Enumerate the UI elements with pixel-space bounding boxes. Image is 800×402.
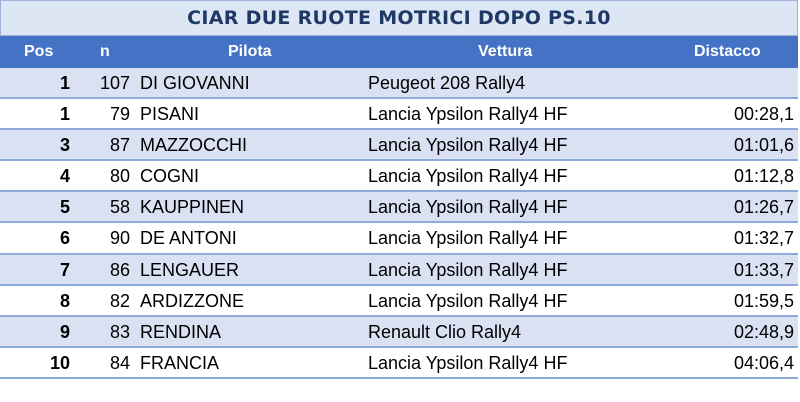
cell-vettura: Lancia Ypsilon Rally4 HF — [368, 259, 568, 280]
cell-vettura: Lancia Ypsilon Rally4 HF — [368, 197, 568, 218]
cell-number: 87 — [109, 135, 130, 156]
cell-distacco: 00:28,1 — [733, 104, 794, 125]
cell-number: 107 — [99, 73, 130, 93]
cell-pilota: FRANCIA — [140, 352, 220, 373]
table-row: 9 83 RENDINA Renault Clio Rally4 02:48,9 — [0, 316, 798, 348]
table-row: 7 86 LENGAUER Lancia Ypsilon Rally4 HF 0… — [0, 254, 798, 286]
table-row: 10 84 FRANCIA Lancia Ypsilon Rally4 HF 0… — [0, 347, 798, 379]
cell-pilota: MAZZOCCHI — [140, 135, 247, 156]
cell-number: 86 — [109, 259, 130, 280]
cell-pilota: LENGAUER — [140, 259, 240, 280]
cell-pos: 1 — [59, 104, 70, 125]
cell-number: 58 — [109, 197, 130, 218]
cell-number: 79 — [109, 104, 130, 125]
cell-distacco: 01:32,7 — [733, 228, 794, 249]
cell-distacco: 01:59,5 — [733, 290, 794, 311]
cell-pos: 5 — [59, 197, 70, 218]
cell-pilota: COGNI — [140, 166, 200, 187]
page-title: CIAR DUE RUOTE MOTRICI DOPO PS.10 — [187, 7, 611, 29]
column-header-number: n — [100, 43, 110, 60]
cell-vettura: Renault Clio Rally4 — [368, 321, 522, 342]
cell-pos: 6 — [59, 228, 70, 249]
cell-pos: 9 — [59, 321, 70, 342]
cell-vettura: Lancia Ypsilon Rally4 HF — [368, 166, 568, 187]
table-row: 8 82 ARDIZZONE Lancia Ypsilon Rally4 HF … — [0, 285, 798, 317]
table-header: Pos n Pilota Vettura Distacco — [0, 36, 798, 68]
cell-vettura: Lancia Ypsilon Rally4 HF — [368, 135, 568, 156]
cell-pos: 4 — [59, 166, 70, 187]
table-row: 1 107 DI GIOVANNI Peugeot 208 Rally4 — [0, 68, 798, 100]
cell-vettura: Lancia Ypsilon Rally4 HF — [368, 352, 568, 373]
cell-pilota: KAUPPINEN — [140, 197, 245, 218]
cell-distacco: 01:33,7 — [733, 259, 794, 280]
column-header-distacco: Distacco — [694, 43, 761, 60]
cell-pos: 8 — [59, 290, 70, 311]
cell-pilota: PISANI — [140, 104, 200, 125]
table-body: 1 107 DI GIOVANNI Peugeot 208 Rally4 1 7… — [0, 68, 798, 379]
column-header-vettura: Vettura — [478, 43, 533, 60]
cell-vettura: Lancia Ypsilon Rally4 HF — [368, 228, 568, 249]
cell-pos: 1 — [59, 73, 70, 93]
cell-vettura: Lancia Ypsilon Rally4 HF — [368, 290, 568, 311]
cell-pilota: DI GIOVANNI — [140, 73, 250, 93]
cell-distacco: 01:01,6 — [733, 135, 794, 156]
cell-pos: 3 — [59, 135, 70, 156]
table-row: 3 87 MAZZOCCHI Lancia Ypsilon Rally4 HF … — [0, 130, 798, 162]
cell-distacco: 04:06,4 — [733, 352, 794, 373]
cell-number: 84 — [109, 352, 130, 373]
table-row: 1 79 PISANI Lancia Ypsilon Rally4 HF 00:… — [0, 99, 798, 131]
cell-number: 82 — [109, 290, 130, 311]
title-bar: CIAR DUE RUOTE MOTRICI DOPO PS.10 — [0, 0, 798, 36]
column-header-pos: Pos — [24, 43, 54, 60]
table-row: 4 80 COGNI Lancia Ypsilon Rally4 HF 01:1… — [0, 161, 798, 193]
cell-pilota: DE ANTONI — [140, 228, 237, 249]
cell-pos: 7 — [59, 259, 70, 280]
cell-pilota: RENDINA — [140, 321, 222, 342]
cell-pilota: ARDIZZONE — [140, 290, 245, 311]
table-row: 6 90 DE ANTONI Lancia Ypsilon Rally4 HF … — [0, 223, 798, 255]
column-header-pilota: Pilota — [228, 43, 272, 60]
cell-number: 80 — [109, 166, 130, 187]
cell-distacco: 02:48,9 — [733, 321, 794, 342]
cell-vettura: Peugeot 208 Rally4 — [368, 73, 526, 93]
cell-number: 83 — [109, 321, 130, 342]
cell-pos: 10 — [49, 352, 70, 373]
cell-number: 90 — [109, 228, 130, 249]
cell-distacco: 01:12,8 — [733, 166, 794, 187]
cell-distacco: 01:26,7 — [733, 197, 794, 218]
table-row: 5 58 KAUPPINEN Lancia Ypsilon Rally4 HF … — [0, 192, 798, 224]
cell-vettura: Lancia Ypsilon Rally4 HF — [368, 104, 568, 125]
